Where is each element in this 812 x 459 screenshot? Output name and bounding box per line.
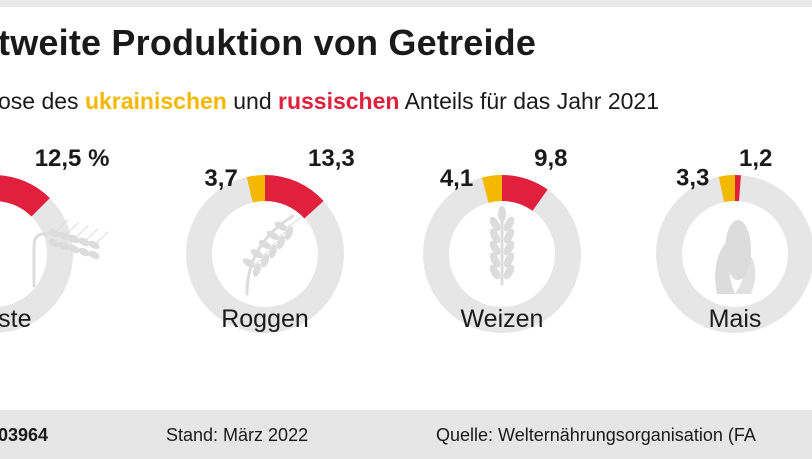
subtitle-prefix: ose des <box>0 88 85 114</box>
ukraine-value-label: 4,1 <box>440 165 473 192</box>
chart-subtitle: ose des ukrainischen und russischen Ante… <box>0 88 659 115</box>
barley-icon <box>32 219 109 288</box>
grain-name-label: Mais <box>709 305 762 333</box>
legend-russia: russischen <box>278 88 400 114</box>
corn-icon <box>715 220 756 294</box>
russia-value-label: 1,2 <box>739 145 772 172</box>
date-stand: Stand: März 2022 <box>166 425 309 445</box>
russia-segment <box>0 175 50 217</box>
ukraine-segment <box>718 174 736 203</box>
wheat-icon <box>489 206 515 286</box>
russia-value-label: 9,8 <box>534 145 567 172</box>
chart-title: tweite Produktion von Getreide <box>0 22 537 63</box>
legend-ukraine: ukrainischen <box>84 88 227 114</box>
subtitle-middle: und <box>226 88 278 114</box>
graphic-id: 03964 <box>0 425 49 445</box>
russia-value-label: 12,5 % <box>35 145 110 172</box>
subtitle-suffix: Anteils für das Jahr 2021 <box>399 88 660 114</box>
donut-gerste: 12,5 % Gerste <box>0 145 109 333</box>
donut-ring <box>0 175 73 333</box>
russia-segment <box>501 175 548 212</box>
donut-charts: 12,5 % Gerste 13,3 3,7 Roggen 9,8 4,1 Weizen 1,2… <box>0 145 812 333</box>
grain-name-label: Gerste <box>0 305 32 333</box>
donut-roggen: 13,3 3,7 Roggen <box>186 145 355 333</box>
ukraine-value-label: 3,3 <box>676 164 709 191</box>
top-bar <box>0 0 812 7</box>
russia-segment <box>264 175 324 219</box>
ukraine-segment <box>246 175 266 203</box>
russia-value-label: 13,3 <box>308 145 355 172</box>
donut-mais: 1,2 3,3 Mais <box>656 145 812 333</box>
rye-icon <box>242 214 302 296</box>
footer-bar: 03964 Stand: März 2022 Quelle: Welternäh… <box>0 410 812 459</box>
ukraine-segment <box>481 175 503 203</box>
source-note: Quelle: Welternährungsorganisation (FA <box>436 425 756 445</box>
ukraine-value-label: 3,7 <box>204 165 237 192</box>
grain-name-label: Roggen <box>221 305 309 333</box>
grain-name-label: Weizen <box>461 305 544 333</box>
donut-weizen: 9,8 4,1 Weizen <box>423 145 581 333</box>
